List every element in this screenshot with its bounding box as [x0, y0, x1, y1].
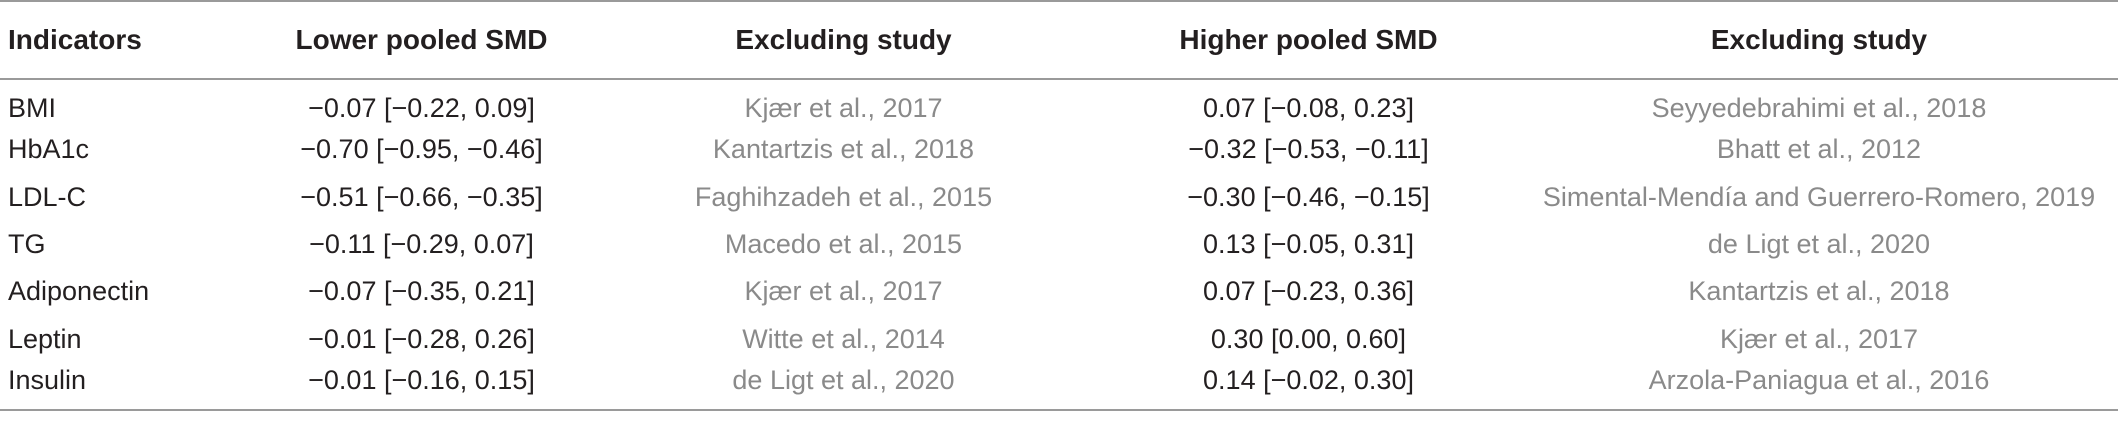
higher-smd-cell: −0.30 [−0.46, −0.15]: [1187, 181, 1430, 212]
higher-excluding-study-cell: Seyyedebrahimi et al., 2018: [1651, 92, 1987, 123]
higher-excluding-study-cell: Simental-Mendía and Guerrero-Romero, 201…: [1542, 181, 2096, 212]
indicator-cell: Leptin: [8, 323, 82, 354]
table-row: Leptin −0.01 [−0.28, 0.26] Witte et al.,…: [0, 315, 2118, 362]
lower-excluding-study-cell: Witte et al., 2014: [742, 323, 945, 354]
higher-excluding-study-cell: de Ligt et al., 2020: [1707, 229, 1931, 260]
lower-smd-cell: −0.07 [−0.35, 0.21]: [308, 276, 535, 307]
lower-excluding-study-cell: Macedo et al., 2015: [724, 229, 963, 260]
higher-smd-cell: −0.32 [−0.53, −0.11]: [1188, 134, 1429, 165]
higher-excluding-study-cell: Kjær et al., 2017: [1719, 323, 1919, 354]
table-row: LDL-C −0.51 [−0.66, −0.35] Faghihzadeh e…: [0, 174, 2118, 221]
lower-excluding-study-cell: de Ligt et al., 2020: [590, 362, 1097, 412]
higher-smd-cell: 0.14 [−0.02, 0.30]: [1097, 362, 1520, 412]
table-body: BMI −0.07 [−0.22, 0.09] Kjær et al., 201…: [0, 79, 2118, 412]
lower-smd-cell: −0.01 [−0.16, 0.15]: [253, 362, 590, 412]
lower-excluding-study-cell: Faghihzadeh et al., 2015: [694, 181, 993, 212]
table-row: HbA1c −0.70 [−0.95, −0.46] Kantartzis et…: [0, 126, 2118, 173]
indicator-cell: HbA1c: [8, 134, 90, 165]
indicator-cell: Adiponectin: [8, 276, 150, 307]
lower-smd-cell: −0.11 [−0.29, 0.07]: [309, 229, 534, 260]
header-excluding-study-higher: Excluding study: [1520, 0, 2118, 80]
indicator-cell: LDL-C: [8, 181, 87, 212]
higher-excluding-study-cell: Arzola-Paniagua et al., 2016: [1520, 362, 2118, 412]
higher-excluding-study-cell: Kantartzis et al., 2018: [1688, 276, 1950, 307]
header-lower-pooled-smd: Lower pooled SMD: [253, 0, 590, 80]
header-excluding-study-lower: Excluding study: [590, 0, 1097, 80]
lower-excluding-study-cell: Kjær et al., 2017: [744, 92, 943, 123]
lower-smd-cell: −0.01 [−0.28, 0.26]: [308, 323, 535, 354]
indicator-cell: Insulin: [0, 362, 253, 412]
header-indicators: Indicators: [0, 0, 253, 80]
lower-smd-cell: −0.70 [−0.95, −0.46]: [300, 134, 543, 165]
higher-smd-cell: 0.30 [0.00, 0.60]: [1210, 323, 1407, 354]
higher-excluding-study-cell: Bhatt et al., 2012: [1716, 134, 1922, 165]
sensitivity-analysis-table: Indicators Lower pooled SMD Excluding st…: [0, 0, 2118, 412]
higher-smd-cell: 0.07 [−0.23, 0.36]: [1203, 276, 1414, 307]
indicator-cell: TG: [8, 229, 46, 260]
lower-excluding-study-cell: Kantartzis et al., 2018: [712, 134, 975, 165]
lower-excluding-study-cell: Kjær et al., 2017: [744, 276, 943, 307]
table-row: BMI −0.07 [−0.22, 0.09] Kjær et al., 201…: [0, 79, 2118, 126]
lower-smd-cell: −0.51 [−0.66, −0.35]: [300, 181, 543, 212]
indicator-cell: BMI: [8, 92, 57, 123]
table-header: Indicators Lower pooled SMD Excluding st…: [0, 0, 2118, 80]
table-row: Adiponectin −0.07 [−0.35, 0.21] Kjær et …: [0, 268, 2118, 315]
table-row: Insulin −0.01 [−0.16, 0.15] de Ligt et a…: [0, 362, 2118, 412]
higher-smd-cell: 0.13 [−0.05, 0.31]: [1203, 229, 1414, 260]
header-row: Indicators Lower pooled SMD Excluding st…: [0, 0, 2118, 80]
lower-smd-cell: −0.07 [−0.22, 0.09]: [308, 92, 535, 123]
higher-smd-cell: 0.07 [−0.08, 0.23]: [1203, 92, 1414, 123]
table-row: TG −0.11 [−0.29, 0.07] Macedo et al., 20…: [0, 221, 2118, 268]
header-higher-pooled-smd: Higher pooled SMD: [1097, 0, 1520, 80]
